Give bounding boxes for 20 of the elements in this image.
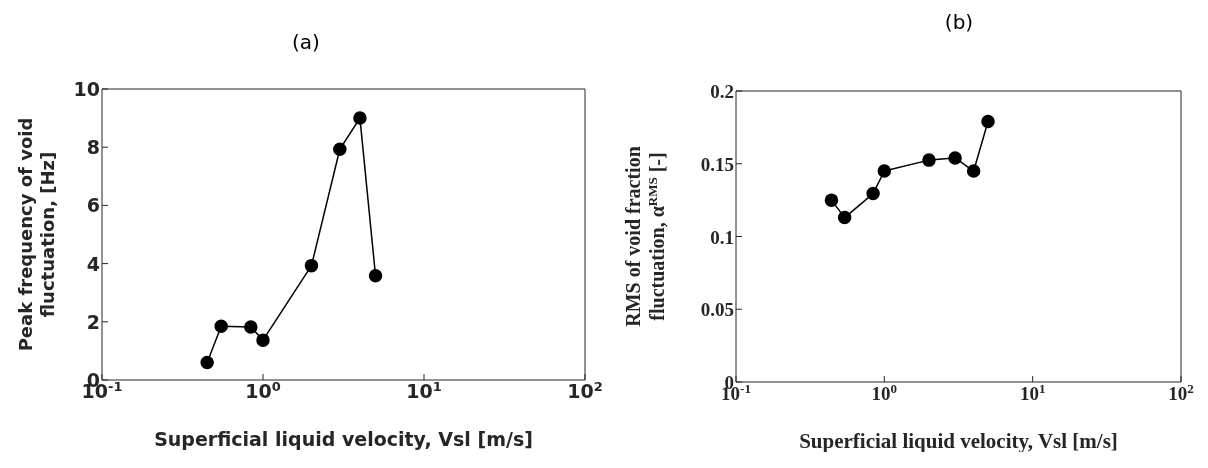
x-tick-label: 10$^{2}$ — [1168, 380, 1194, 404]
y-tick-label: 0.15 — [700, 153, 734, 175]
y-tick-label: 8 — [86, 136, 100, 159]
x-axis-title: Superficial liquid velocity, Vsl [m/s] — [154, 428, 533, 450]
y-tick-label: 0.05 — [700, 299, 734, 321]
x-tick-label: 10$^{1}$ — [1019, 380, 1046, 404]
y-tick-label: 6 — [86, 194, 100, 217]
x-tick-label: 10$^{0}$ — [245, 378, 281, 402]
chart-title: (b) — [943, 10, 975, 34]
x-tick-label: 10$^{1}$ — [406, 378, 442, 402]
y-tick-label: 0.1 — [710, 226, 734, 248]
x-tick-label: 10$^{0}$ — [871, 380, 898, 404]
y-tick-label: 2 — [86, 310, 100, 333]
y-tick-label: 0.2 — [710, 81, 734, 102]
y-tick-label: 4 — [86, 252, 100, 275]
x-axis-title: Superficial liquid velocity, Vsl [m/s] — [799, 429, 1118, 453]
y-axis-title: Peak frequency of void fluctuation, [Hz] — [15, 117, 58, 352]
x-tick-label: 10$^{2}$ — [567, 378, 603, 402]
chart-title: (a) — [291, 30, 321, 54]
y-tick-label: 10 — [73, 78, 100, 100]
